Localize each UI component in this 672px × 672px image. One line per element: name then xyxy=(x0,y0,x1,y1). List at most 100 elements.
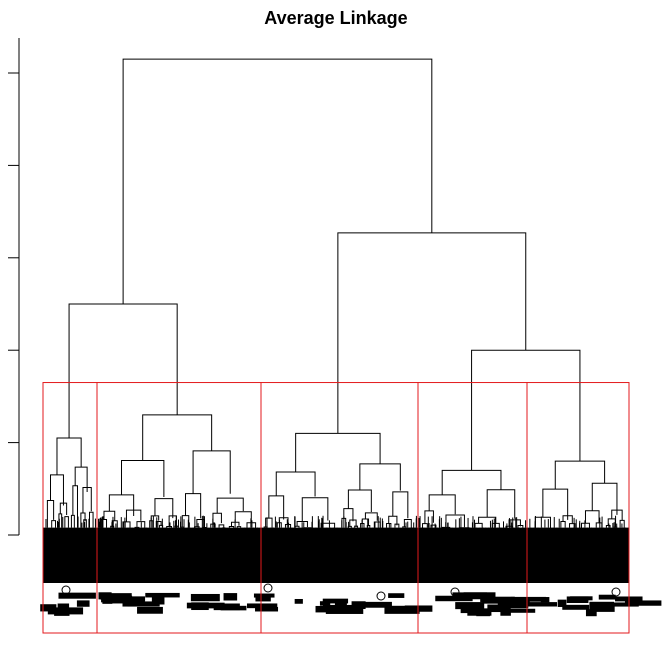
tree-link xyxy=(403,518,412,529)
leaf-label-mark xyxy=(566,596,589,604)
cluster-4-link xyxy=(441,469,502,495)
cluster-5-link xyxy=(554,460,606,490)
leaf-label-mark xyxy=(476,609,490,617)
leaf-label-glyph xyxy=(61,585,71,595)
leaf-label-mark xyxy=(213,603,240,611)
tree-link xyxy=(74,466,88,493)
tree-link xyxy=(150,515,160,521)
leaf-label-mark xyxy=(246,603,278,609)
leaf-label-mark xyxy=(99,593,132,599)
leaf-label-mark xyxy=(605,602,639,607)
leaf-label-glyph xyxy=(376,591,386,601)
tree-link xyxy=(216,497,244,514)
tree-link xyxy=(301,497,329,522)
tree-link xyxy=(80,512,86,528)
y-axis xyxy=(8,38,20,536)
leaf-label-mark xyxy=(322,604,355,609)
tree-link xyxy=(386,522,392,528)
leaf-label-mark xyxy=(357,601,392,608)
tree-link xyxy=(181,515,190,528)
leaf-label-mark xyxy=(455,602,485,610)
leaf-label-mark xyxy=(388,593,405,598)
leaf-label-mark xyxy=(255,606,279,612)
leaf-label-mark xyxy=(255,595,271,602)
dendrogram-leaves xyxy=(43,515,629,583)
leaf-label-mark xyxy=(322,598,349,604)
tree-link xyxy=(294,525,300,528)
tree-link xyxy=(392,491,409,519)
right-sub-link xyxy=(471,349,581,471)
tree-link xyxy=(70,514,75,528)
tree-link xyxy=(320,522,336,530)
leaf-label-mark xyxy=(102,597,113,604)
leaf-label-mark xyxy=(253,593,275,598)
cluster-2-link xyxy=(142,414,213,461)
leaf-label-mark xyxy=(520,602,558,607)
tree-link xyxy=(359,463,401,491)
tree-link xyxy=(64,516,69,528)
leaf-label-mark xyxy=(463,592,496,600)
leaf-label-mark xyxy=(145,592,180,598)
leaf-label-mark xyxy=(76,600,90,607)
leaf-label-mark xyxy=(319,601,331,606)
tree-link xyxy=(284,524,292,530)
leaf-label-mark xyxy=(624,600,662,606)
tree-link xyxy=(154,498,174,519)
chart-title: Average Linkage xyxy=(264,8,408,28)
leaf-label-mark xyxy=(223,593,238,601)
leaf-label-mark xyxy=(507,608,536,613)
left-main-link xyxy=(68,303,178,438)
leaf-label-mark xyxy=(151,597,165,605)
leaf-label-glyph xyxy=(263,583,273,593)
leaf-label-mark xyxy=(106,596,145,604)
tree-link xyxy=(268,495,285,520)
tree-link xyxy=(542,488,569,520)
leaf-label-mark xyxy=(388,605,418,614)
tree-link xyxy=(108,494,135,516)
cluster-1-link xyxy=(56,437,82,475)
tree-link xyxy=(569,523,576,529)
leaf-label-mark xyxy=(122,601,160,607)
leaf-label-mark xyxy=(334,601,347,606)
leaf-band xyxy=(43,527,629,583)
leaf-label-glyph xyxy=(611,587,621,597)
tree-link xyxy=(89,511,94,528)
leaf-label-mark xyxy=(47,607,84,615)
right-main-link xyxy=(337,232,527,434)
leaf-label-mark xyxy=(589,601,615,610)
leaf-label-mark xyxy=(460,608,484,614)
leaf-label-mark xyxy=(190,593,220,602)
tree-link xyxy=(218,524,225,529)
tree-link xyxy=(192,450,231,494)
tree-link xyxy=(234,511,252,524)
leaf-label-mark xyxy=(500,608,511,616)
tree-link xyxy=(185,493,202,519)
leaf-label-mark xyxy=(57,603,70,609)
leaf-label-mark xyxy=(294,598,303,604)
leaf-label-mark xyxy=(315,605,353,613)
tree-link xyxy=(364,512,378,521)
leaf-label-mark xyxy=(404,605,433,612)
cluster-boxes xyxy=(42,382,630,634)
leaf-labels xyxy=(40,583,662,617)
tree-link xyxy=(50,474,64,506)
leaf-label-mark xyxy=(510,596,547,602)
tree-link xyxy=(72,485,78,528)
tree-link xyxy=(236,526,242,528)
leaf-label-mark xyxy=(58,592,96,599)
leaf-label-mark xyxy=(562,604,590,610)
leaf-label-mark xyxy=(585,609,597,617)
root-link xyxy=(122,58,433,304)
tree-link xyxy=(605,525,611,528)
leaf-label-mark xyxy=(498,603,529,609)
leaf-label-mark xyxy=(598,594,616,600)
tree-link xyxy=(478,516,497,524)
tree-link xyxy=(121,460,165,498)
tree-link xyxy=(136,521,146,529)
tree-link xyxy=(445,514,465,528)
leaf-label-mark xyxy=(487,604,506,613)
tree-link xyxy=(388,515,398,526)
tree-link xyxy=(584,510,600,524)
tree-link xyxy=(228,526,235,528)
